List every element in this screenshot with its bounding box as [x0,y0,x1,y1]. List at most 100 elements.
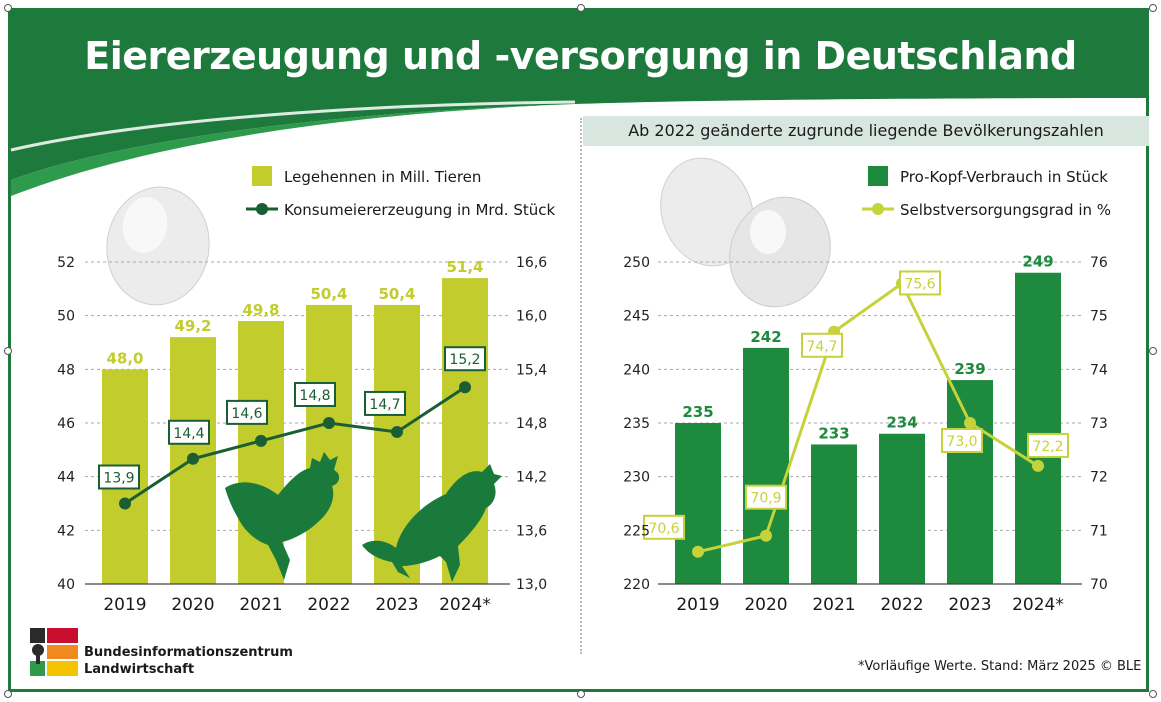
y-right-tick-label: 16,0 [516,309,547,325]
line-value-box [168,419,210,445]
line-value-label: 14,6 [231,406,262,422]
bar [947,380,993,584]
y-left-tick-label: 240 [623,362,650,378]
y-left-tick-label: 44 [57,470,75,486]
egg-icon [106,186,210,306]
line-value-box [1027,432,1069,458]
x-tick-label: 2024* [439,595,491,615]
line-point [187,452,199,465]
resize-handle-bottom-center[interactable] [577,690,585,698]
bar-value-label: 48,0 [106,349,143,367]
header-banner [10,11,1149,196]
y-left-tick-label: 225 [623,523,650,539]
bar-value-label: 234 [886,414,917,432]
bar-value-label: 49,2 [174,317,211,335]
line-value-label: 14,7 [369,397,400,413]
bar-value-label: 50,4 [310,285,347,303]
egg-icon [660,157,831,308]
line-point [964,417,976,429]
bar-value-label: 242 [750,328,781,346]
legend-line-label: Konsumeiererzeugung in Mrd. Stück [284,201,556,219]
y-left-tick-label: 235 [623,416,650,432]
bar [1015,272,1061,584]
line-point [391,425,403,438]
y-right-tick-label: 16,6 [516,255,547,271]
x-tick-label: 2020 [171,595,214,615]
line-point [323,417,335,429]
resize-handle-top-right[interactable] [1149,4,1157,12]
x-tick-label: 2019 [103,595,146,615]
y-left-tick-label: 46 [57,416,75,432]
line-value-label: 14,8 [299,388,330,404]
y-right-tick-label: 72 [1090,470,1108,486]
panel-divider [580,118,582,654]
logo-text-line1: Bundesinformationszentrum [84,645,293,660]
x-tick-label: 2024* [1012,595,1064,615]
bar-value-label: 235 [682,403,713,421]
line-point [255,434,267,447]
legend-line-marker [872,203,884,215]
bar [675,423,721,584]
y-left-tick-label: 250 [623,255,650,271]
resize-handle-top-left[interactable] [4,4,12,12]
bar-value-label: 51,4 [446,258,483,276]
bar-value-label: 239 [954,360,985,378]
line-value-box [643,514,685,540]
resize-handle-bottom-right[interactable] [1149,690,1157,698]
y-left-tick-label: 230 [623,470,650,486]
x-tick-label: 2023 [948,595,991,615]
page-title: Eiererzeugung und -versorgung in Deutsch… [84,34,1077,78]
x-tick-label: 2022 [880,595,923,615]
line-value-box [226,399,268,425]
y-right-tick-label: 15,4 [516,362,547,378]
resize-handle-bottom-left[interactable] [4,690,12,698]
ble-logo-icon [30,628,78,676]
resize-handle-middle-right[interactable] [1149,347,1157,355]
y-right-tick-label: 76 [1090,255,1108,271]
line-value-box [941,428,983,453]
legend-bar-swatch [252,166,272,186]
hen-icon [362,464,502,582]
line-series [124,385,466,505]
chart-subtitle: Ab 2022 geänderte zugrunde liegende Bevö… [628,121,1104,140]
bar-value-label: 50,4 [378,285,415,303]
x-tick-label: 2023 [375,595,418,615]
logo-text-line2: Landwirtschaft [84,662,195,677]
line-point [1032,459,1044,472]
footnote: *Vorläufige Werte. Stand: März 2025 © BL… [858,659,1142,674]
line-value-label: 75,6 [904,276,935,292]
line-point [692,545,704,558]
line-value-box [98,464,140,490]
line-point [760,529,772,542]
legend-bar-label: Legehennen in Mill. Tieren [284,168,481,186]
line-value-box [745,484,787,510]
x-tick-label: 2021 [239,595,282,615]
y-right-tick-label: 13,0 [516,577,547,593]
line-value-box [364,390,406,416]
legend-line-label: Selbstversorgungsgrad in % [900,201,1111,219]
y-left-tick-label: 50 [57,309,75,325]
bar [879,433,925,584]
y-left-tick-label: 48 [57,362,75,378]
y-right-tick-label: 14,8 [516,416,547,432]
line-value-box [294,382,336,407]
x-tick-label: 2022 [307,595,350,615]
line-value-label: 70,9 [750,491,781,507]
y-left-tick-label: 52 [57,255,75,271]
line-value-label: 15,2 [449,352,480,368]
line-value-label: 13,9 [103,471,134,487]
legend-bar-label: Pro-Kopf-Verbrauch in Stück [900,168,1108,186]
y-left-tick-label: 40 [57,577,75,593]
y-left-tick-label: 220 [623,577,650,593]
x-tick-label: 2021 [812,595,855,615]
line-value-label: 73,0 [946,434,977,450]
line-value-label: 72,2 [1032,439,1063,455]
legend-bar-swatch [868,166,888,186]
bar-value-label: 249 [1022,253,1053,271]
y-right-tick-label: 13,6 [516,523,547,539]
y-left-tick-label: 245 [623,309,650,325]
y-right-tick-label: 75 [1090,309,1108,325]
resize-handle-middle-left[interactable] [4,347,12,355]
